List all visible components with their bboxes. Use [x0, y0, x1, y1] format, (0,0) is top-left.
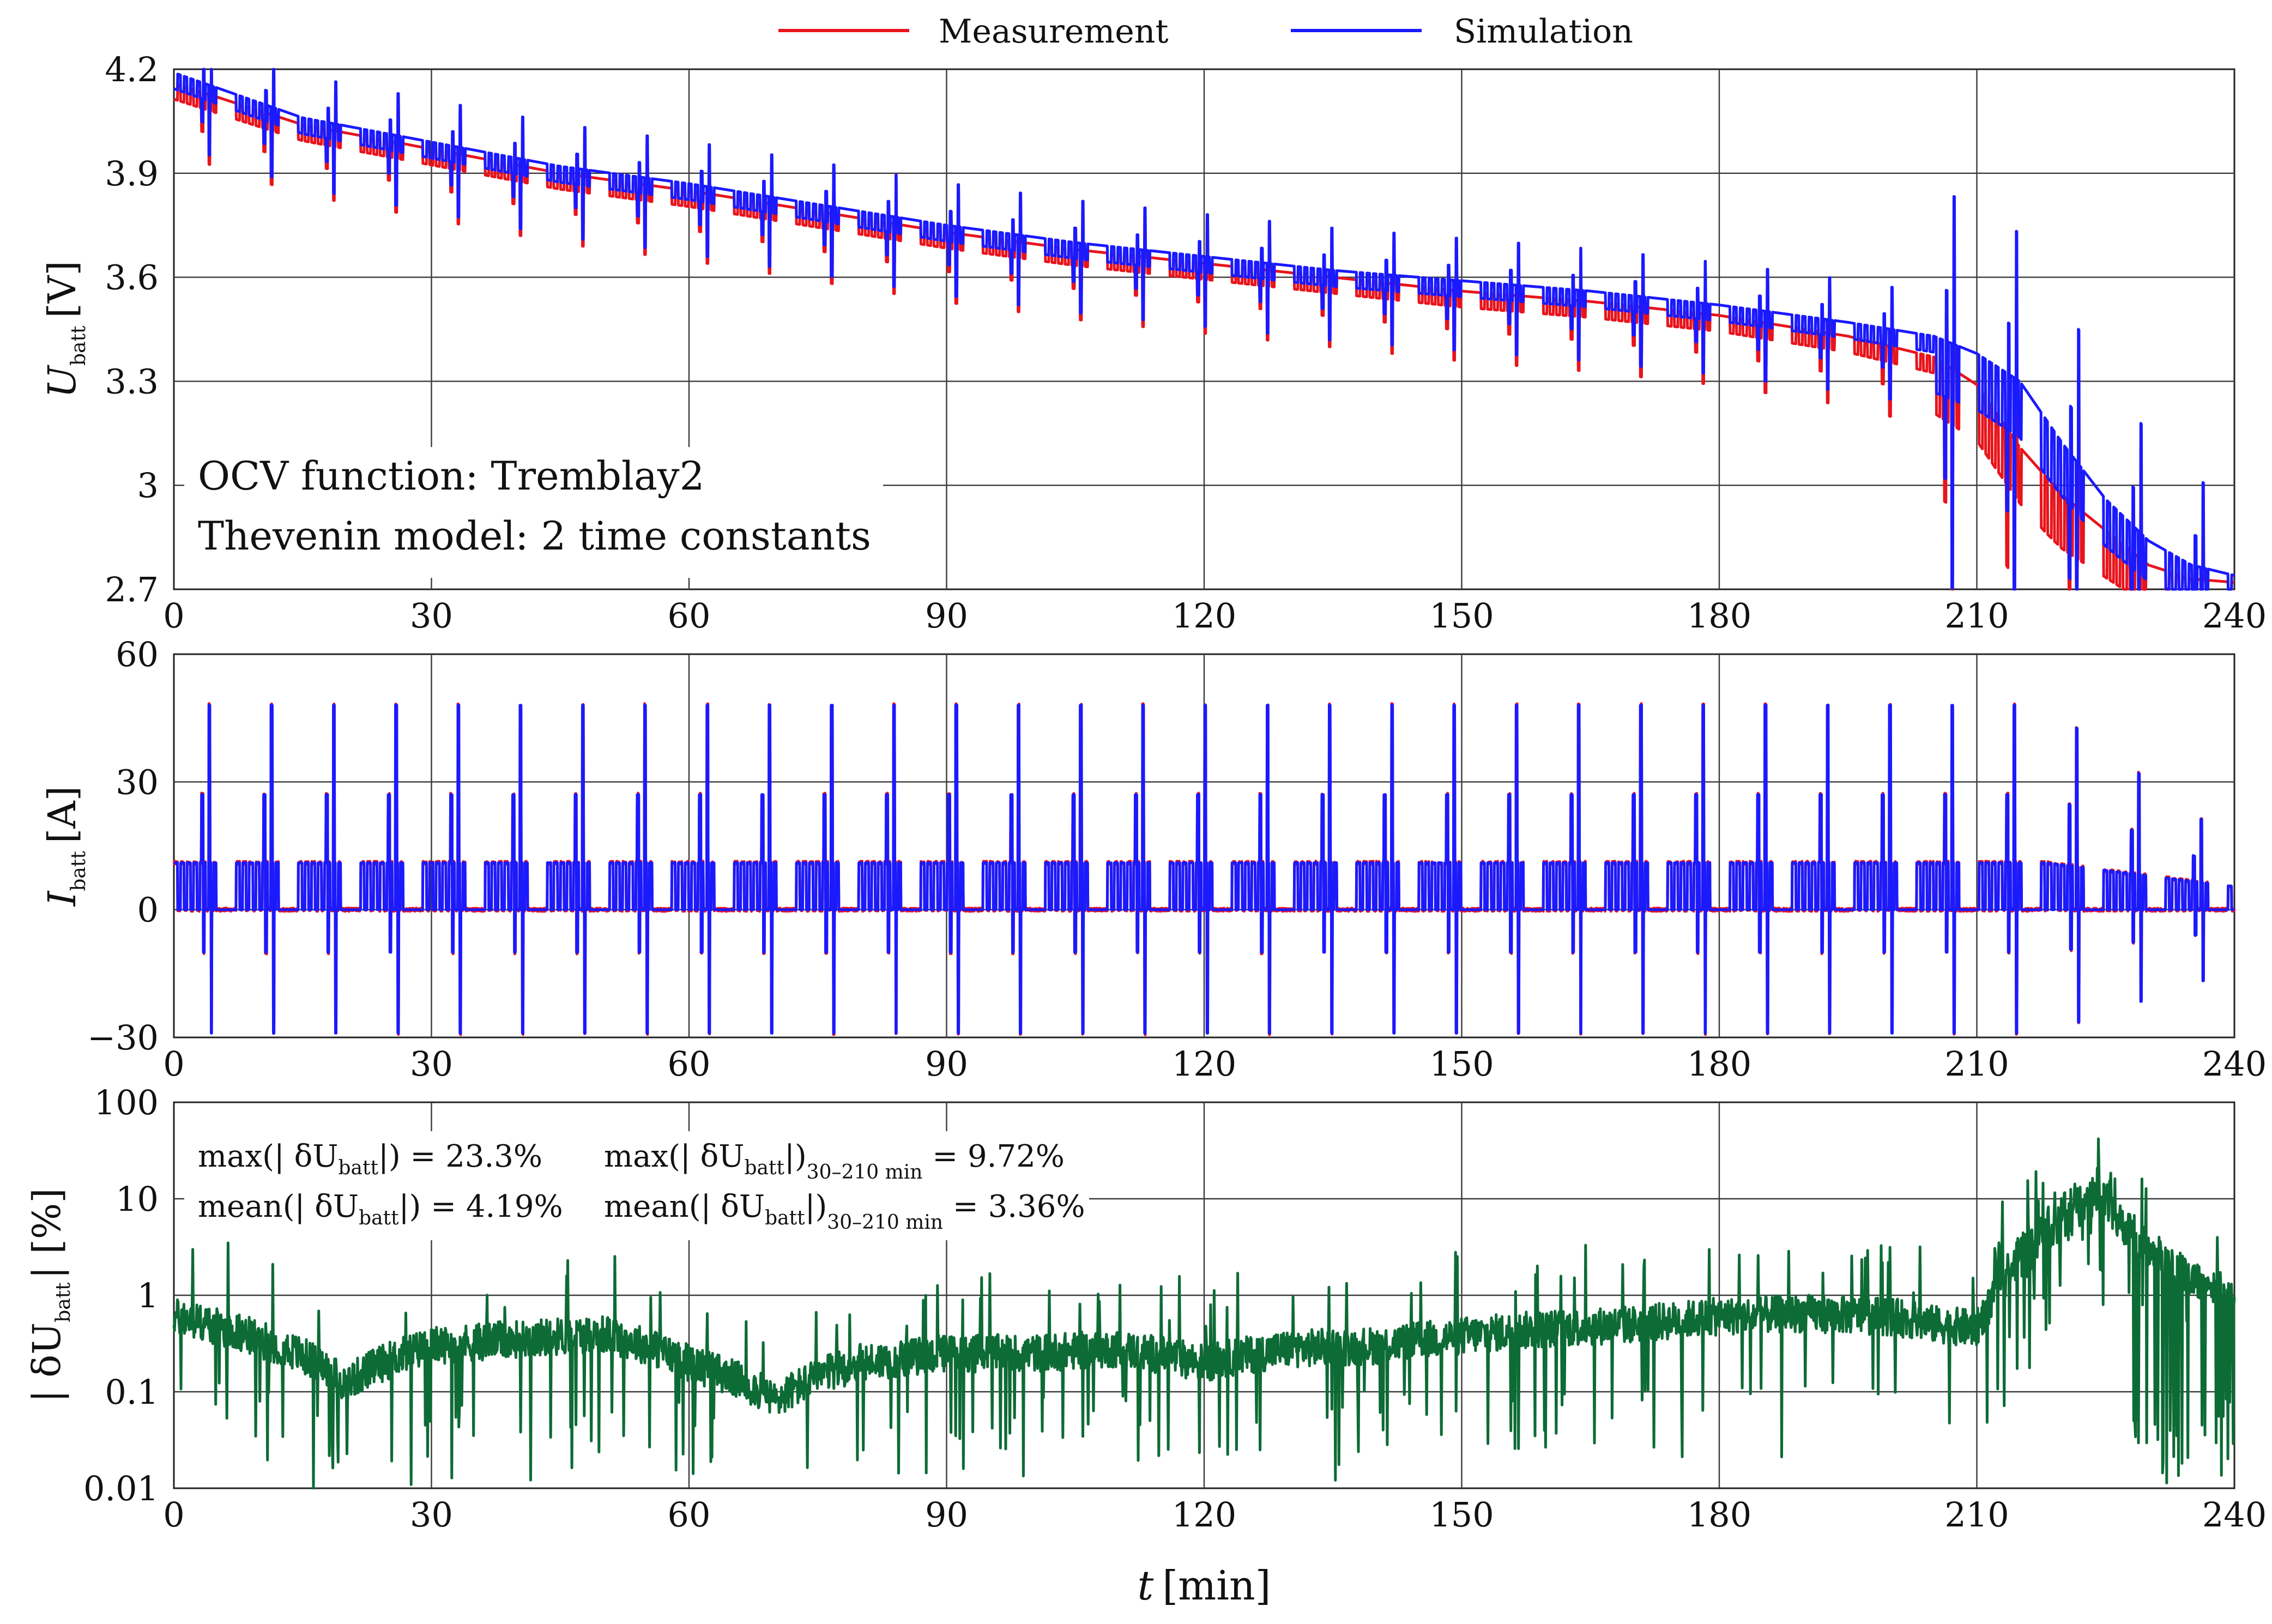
v-ytick-3: 3.6 — [105, 258, 159, 298]
i-xtick-30: 30 — [410, 1044, 453, 1084]
legend: Measurement Simulation — [778, 13, 1633, 51]
v-xtick-30: 30 — [410, 596, 453, 636]
e-ytick-0: 0.01 — [83, 1469, 159, 1508]
v-xtick-60: 60 — [668, 596, 711, 636]
e-xtick-30: 30 — [410, 1495, 453, 1535]
i-xtick-210: 210 — [1944, 1044, 2009, 1084]
e-ytick-3: 10 — [116, 1179, 159, 1219]
error-line — [172, 1137, 2236, 1490]
current-series — [172, 702, 2236, 1036]
stat-mean-all: mean(| δUbatt|) = 4.19% — [198, 1189, 563, 1229]
i-xtick-150: 150 — [1429, 1044, 1494, 1084]
error-tick-labels: 0 30 60 90 120 150 180 210 240 0.01 0.1 1 10 100 — [83, 1083, 2267, 1535]
voltage-annotation-model: Thevenin model: 2 time constants — [198, 513, 871, 559]
error-y-axis-label: | δUbatt| [%] — [25, 1188, 75, 1402]
v-ytick-2: 3.3 — [105, 361, 159, 401]
voltage-simulation-line — [173, 68, 2235, 591]
e-xtick-90: 90 — [925, 1495, 968, 1535]
e-xtick-0: 0 — [163, 1495, 184, 1535]
stat-max-window: max(| δUbatt|)30–210 min = 9.72% — [604, 1139, 1065, 1184]
error-series — [172, 1137, 2236, 1490]
i-xtick-120: 120 — [1172, 1044, 1236, 1084]
current-simulation-line — [173, 704, 2235, 1035]
i-xtick-180: 180 — [1687, 1044, 1751, 1084]
v-xtick-240: 240 — [2202, 596, 2267, 636]
voltage-annotation-box — [184, 447, 883, 578]
v-xtick-120: 120 — [1172, 596, 1236, 636]
e-xtick-180: 180 — [1687, 1495, 1751, 1535]
v-ytick-5: 4.2 — [105, 50, 159, 89]
i-xtick-0: 0 — [163, 1044, 184, 1084]
voltage-y-axis-label: Ubatt[V] — [40, 261, 90, 398]
i-xtick-60: 60 — [668, 1044, 711, 1084]
v-xtick-90: 90 — [925, 596, 968, 636]
error-panel: 0 30 60 90 120 150 180 210 240 0.01 0.1 1 10 100 max(… — [25, 1083, 2267, 1609]
x-axis-label: t [min] — [1138, 1562, 1271, 1609]
v-ytick-0: 2.7 — [105, 570, 159, 609]
i-xtick-240: 240 — [2202, 1044, 2267, 1084]
i-ytick-2: 30 — [116, 762, 159, 802]
e-ytick-1: 0.1 — [105, 1372, 159, 1412]
voltage-panel: 0 30 60 90 120 150 180 210 240 2.7 3 3.3 3.6 3.9 4.2 O… — [40, 50, 2267, 636]
e-ytick-4: 100 — [94, 1083, 159, 1122]
voltage-annotation-ocv: OCV function: Tremblay2 — [198, 453, 704, 499]
i-ytick-1: 0 — [137, 890, 159, 930]
v-ytick-1: 3 — [137, 466, 159, 505]
legend-measurement-label: Measurement — [939, 13, 1169, 51]
e-xtick-240: 240 — [2202, 1495, 2267, 1535]
e-xtick-150: 150 — [1429, 1495, 1494, 1535]
i-ytick-3: 60 — [116, 635, 159, 674]
e-xtick-60: 60 — [668, 1495, 711, 1535]
v-xtick-150: 150 — [1429, 596, 1494, 636]
v-xtick-0: 0 — [163, 596, 184, 636]
i-ytick-0: −30 — [87, 1018, 159, 1058]
current-y-axis-label: Ibatt[A] — [40, 786, 90, 907]
e-xtick-210: 210 — [1944, 1495, 2009, 1535]
error-stats-box — [184, 1131, 1089, 1240]
e-ytick-2: 1 — [137, 1276, 159, 1315]
stat-max-all: max(| δUbatt|) = 23.3% — [198, 1139, 542, 1179]
i-xtick-90: 90 — [925, 1044, 968, 1084]
stat-mean-window: mean(| δUbatt|)30–210 min = 3.36% — [604, 1189, 1085, 1234]
legend-simulation-label: Simulation — [1454, 13, 1633, 51]
v-ytick-4: 3.9 — [105, 154, 159, 194]
voltage-tick-labels: 0 30 60 90 120 150 180 210 240 2.7 3 3.3 3.6 3.9 4.2 — [105, 50, 2267, 636]
v-xtick-210: 210 — [1944, 596, 2009, 636]
e-xtick-120: 120 — [1172, 1495, 1236, 1535]
voltage-series — [173, 68, 2235, 591]
v-xtick-180: 180 — [1687, 596, 1751, 636]
